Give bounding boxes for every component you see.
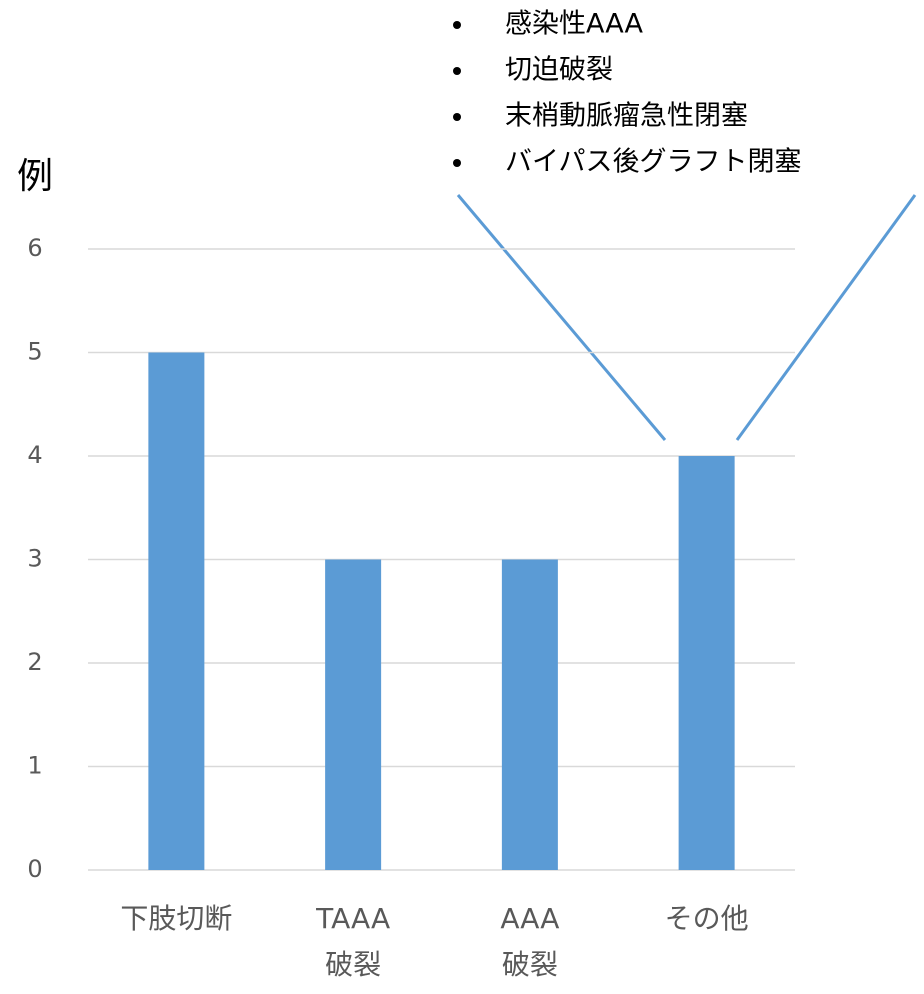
y-tick-label: 2 [27,648,42,676]
y-tick-label: 5 [27,338,42,366]
x-tick-label: 破裂 [325,948,381,981]
bar [148,352,205,870]
annotation-item: 切迫破裂 [505,55,613,86]
x-tick-label: AAA [500,902,559,935]
x-tick-label: TAAA [315,902,390,935]
x-tick-label: 下肢切断 [120,902,232,935]
bullet [453,159,461,167]
y-tick-label: 3 [27,545,42,573]
y-tick-label: 6 [27,234,42,262]
y-axis-label: 例 [17,156,53,197]
x-tick-label: 破裂 [502,948,558,981]
y-tick-label: 0 [27,855,42,883]
callout-line [735,194,917,441]
bullet [453,21,461,29]
annotation-item: 末梢動脈瘤急性閉塞 [505,101,748,132]
bullet [453,113,461,121]
bar [501,559,558,870]
bar [325,559,382,870]
y-tick-label: 1 [27,752,42,780]
annotation-item: 感染性AAA [505,9,643,40]
bar [678,456,735,870]
y-tick-label: 4 [27,441,42,469]
x-tick-label: その他 [665,902,749,935]
annotation-item: バイパス後グラフト閉塞 [505,147,801,178]
callout-line [456,194,667,441]
bullet [453,67,461,75]
